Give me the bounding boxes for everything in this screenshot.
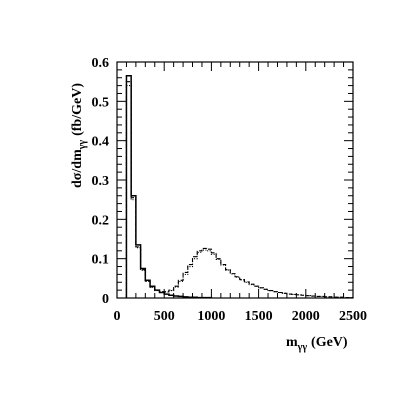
x-tick-label: 500 [154, 309, 175, 324]
y-tick-label: 0.4 [92, 135, 110, 150]
x-tick-labels: 0 500 1000 1500 2000 2500 [114, 309, 368, 324]
y-axis-title-sub: γγ [77, 140, 88, 151]
x-tick-label: 0 [114, 309, 121, 324]
histogram-series-solid [125, 75, 213, 299]
y-tick-label: 0.6 [92, 56, 110, 71]
x-axis-title-sub: γγ [297, 342, 308, 353]
histogram-series-dashed [125, 81, 354, 299]
histogram-series-dotted [125, 85, 354, 299]
x-tick-label: 1000 [197, 309, 225, 324]
x-axis-title-unit: (GeV) [311, 335, 348, 350]
axes [116, 61, 354, 299]
y-tick-labels: 0 0.1 0.2 0.3 0.4 0.5 0.6 [92, 56, 110, 307]
y-tick-label: 0.3 [92, 174, 110, 189]
x-tick-label: 1500 [245, 309, 273, 324]
y-axis-title-unit: (fb/GeV) [70, 83, 85, 136]
y-tick-label: 0 [102, 292, 109, 307]
x-axis-title-main: m [286, 335, 298, 350]
plot-frame [116, 61, 354, 299]
y-axis-title-main: dσ/dm [70, 149, 85, 188]
x-tick-label: 2500 [339, 309, 367, 324]
y-axis-title: dσ/dmγγ (fb/GeV) [70, 83, 88, 188]
plot-area [125, 75, 354, 299]
y-tick-label: 0.1 [92, 253, 110, 268]
y-tick-label: 0.5 [92, 95, 110, 110]
x-axis-title: mγγ (GeV) [286, 335, 348, 353]
y-tick-label: 0.2 [92, 213, 110, 228]
x-tick-label: 2000 [292, 309, 320, 324]
